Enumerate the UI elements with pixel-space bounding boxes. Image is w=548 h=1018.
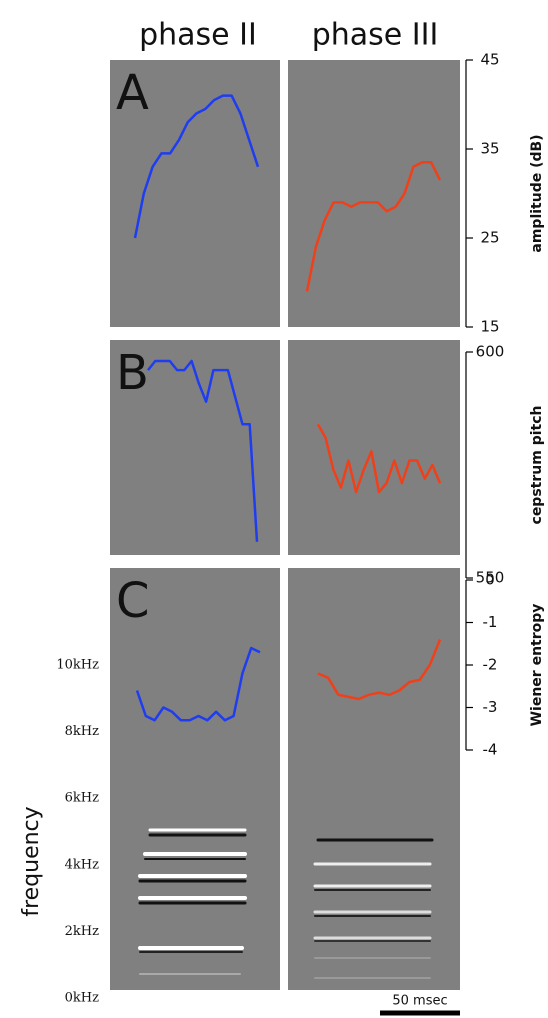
column-title: phase II — [139, 18, 257, 53]
y2-tick-label: 15 — [480, 318, 499, 336]
y2-tick-label: -2 — [483, 656, 498, 674]
panel — [288, 568, 460, 990]
column-title: phase III — [312, 18, 439, 53]
panel-label: C — [116, 573, 150, 629]
y-tick-label: 10kHz — [56, 658, 99, 673]
y-tick-label: 6kHz — [65, 791, 99, 806]
panel — [288, 60, 460, 327]
y-tick-label: 2kHz — [65, 924, 99, 939]
y-tick-label: 8kHz — [65, 724, 99, 739]
y-tick-label: 0kHz — [65, 991, 99, 1006]
axis-label: cepstrum pitch — [529, 406, 545, 525]
panel — [288, 340, 460, 555]
y2-tick-label: -3 — [483, 698, 498, 716]
panel-label: B — [116, 345, 149, 401]
y2-tick-label: -1 — [483, 613, 498, 631]
y2-tick-label: 35 — [480, 140, 499, 158]
y2-tick-label: 45 — [480, 51, 499, 69]
series-line — [316, 423, 442, 494]
series-line — [317, 639, 442, 701]
y2-tick-label: 25 — [480, 229, 499, 247]
panel-label: A — [116, 65, 149, 121]
series-line — [135, 646, 261, 722]
axis-label: Wiener entropy — [529, 604, 545, 727]
y2-tick-label: 0 — [485, 571, 495, 589]
y2-tick-label: 600 — [476, 343, 505, 361]
spectrogram — [138, 828, 434, 979]
axis-label: amplitude (dB) — [529, 134, 545, 252]
axis-label: frequency — [19, 806, 44, 916]
panel — [110, 60, 280, 327]
y2-tick-label: -4 — [483, 741, 498, 759]
scale-bar-label: 50 msec — [392, 994, 447, 1009]
series-line — [147, 359, 259, 542]
series-line — [305, 161, 442, 292]
y-tick-label: 4kHz — [65, 857, 99, 872]
series-line — [133, 94, 260, 239]
panel — [110, 568, 280, 990]
y2-tick-label: 550 — [476, 569, 505, 587]
